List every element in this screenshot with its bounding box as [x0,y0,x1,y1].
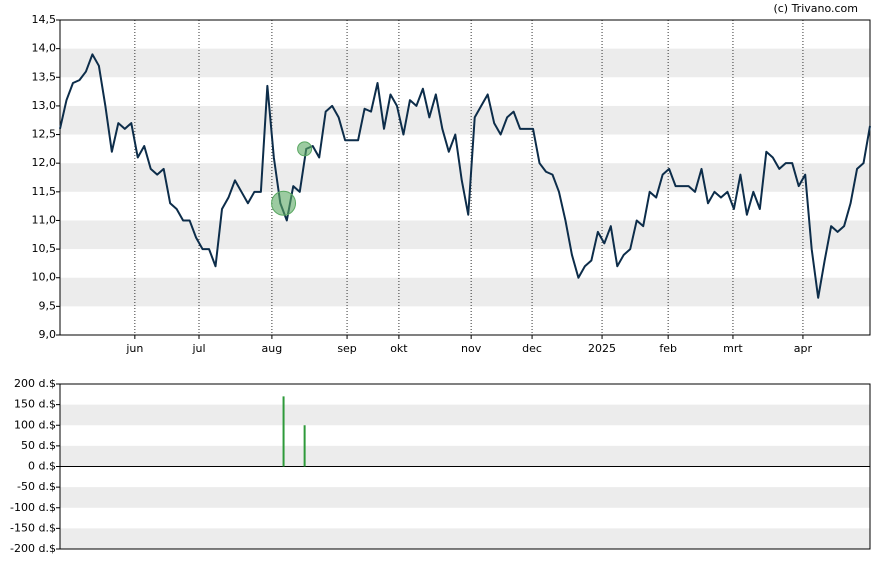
y-tick-label: 12,0 [32,156,57,169]
y-tick-label: 11,5 [32,185,57,198]
x-tick-label: mrt [723,342,743,355]
y-tick-label: 100 d.$ [14,418,56,431]
y-tick-label: -150 d.$ [10,521,56,534]
band [60,404,870,426]
x-tick-label: jun [125,342,143,355]
band [60,277,870,307]
band [60,487,870,508]
y-tick-label: 11,0 [32,213,57,226]
band [60,445,870,467]
x-tick-label: 2025 [588,342,616,355]
y-tick-label: 200 d.$ [14,377,56,390]
band [60,220,870,250]
price-line [59,53,871,299]
x-tick-label: apr [794,342,813,355]
plot-frame [59,19,871,336]
y-tick-label: 9,5 [39,299,57,312]
y-tick-label: 10,0 [32,271,57,284]
y-tick-label: 10,5 [32,242,57,255]
y-tick-label: 9,0 [39,328,57,341]
y-tick-label: 14,5 [32,13,57,26]
y-tick-label: 150 d.$ [14,398,56,411]
x-tick-label: aug [262,342,283,355]
y-tick-label: 12,5 [32,128,57,141]
x-tick-label: dec [522,342,542,355]
trade-marker [297,141,313,157]
x-tick-label: feb [659,342,677,355]
x-tick-label: sep [337,342,356,355]
band [60,163,870,192]
band [60,105,870,135]
x-tick-label: nov [461,342,482,355]
band [60,528,870,549]
y-tick-label: 13,0 [32,99,57,112]
y-tick-label: -200 d.$ [10,542,56,555]
y-tick-label: -50 d.$ [17,480,56,493]
y-tick-label: -100 d.$ [10,501,56,514]
y-tick-label: 14,0 [32,42,57,55]
band [60,48,870,78]
x-tick-label: okt [390,342,408,355]
credit: (c) Trivano.com [773,2,858,15]
x-tick-label: jul [191,342,205,355]
y-tick-label: 0 d.$ [28,460,56,473]
y-tick-label: 50 d.$ [21,439,56,452]
y-tick-label: 13,5 [32,70,57,83]
trade-marker [271,190,297,216]
